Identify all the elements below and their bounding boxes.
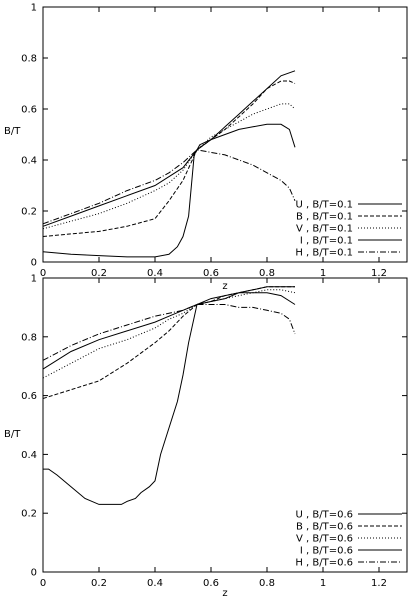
y-tick-label: 0 — [31, 568, 37, 579]
y-tick-label: 0.8 — [21, 332, 37, 343]
plot-frame — [42, 277, 408, 573]
legend-label: V , B/T=0.6 — [296, 534, 353, 545]
legend-label: B , B/T=0.1 — [296, 212, 353, 223]
y-tick-label: 0.4 — [21, 450, 37, 461]
series-line-solid — [42, 70, 296, 227]
x-axis-label: z — [222, 281, 227, 292]
series-line-dotted — [42, 289, 296, 379]
legend-label: U , B/T=0.6 — [296, 510, 353, 521]
x-tick-label: 1.2 — [371, 268, 387, 279]
series-line-dashdot — [42, 149, 296, 225]
y-tick-label: 0.2 — [21, 207, 37, 218]
x-tick-label: 0 — [40, 578, 46, 589]
x-tick-label: 1 — [320, 578, 326, 589]
y-axis-label: B/T — [4, 126, 21, 137]
x-tick-label: 1.2 — [371, 578, 387, 589]
y-tick-label: 1 — [31, 274, 37, 285]
y-tick-label: 0.6 — [21, 105, 37, 116]
x-tick-label: 0.2 — [91, 578, 107, 589]
x-tick-label: 0.6 — [203, 268, 219, 279]
chart-panel-bottom: 0 0.2 0.4 0.6 0.8 1 1.2 0 0.2 0.4 0.6 0.8 1 z B/T U , B… — [4, 274, 408, 599]
x-axis-label: z — [222, 588, 227, 599]
plot-frame — [42, 6, 408, 263]
series-line-solid — [42, 123, 296, 258]
legend-label: I , B/T=0.1 — [300, 236, 353, 247]
series-line-dashdot — [42, 304, 296, 361]
y-axis-label: B/T — [4, 429, 21, 440]
x-tick-label: 0.2 — [91, 268, 107, 279]
legend-label: V , B/T=0.1 — [296, 224, 353, 235]
x-tick-label: 1 — [320, 268, 326, 279]
series-line-dotted — [42, 103, 296, 230]
y-tick-label: 0.4 — [21, 156, 37, 167]
series-line-solid — [43, 292, 296, 505]
y-tick-label: 1 — [31, 3, 37, 14]
legend-label: I , B/T=0.6 — [300, 546, 353, 557]
x-tick-label: 0.4 — [147, 268, 163, 279]
legend-label: U , B/T=0.1 — [296, 200, 353, 211]
y-tick-label: 0.8 — [21, 54, 37, 65]
chart-panel-top: 0 0.2 0.4 0.6 0.8 1 1.2 0 0.2 0.4 0.6 0.8 1 z B/T U , B… — [4, 3, 408, 292]
y-tick-label: 0 — [31, 258, 37, 269]
legend-label: B , B/T=0.6 — [296, 522, 353, 533]
x-tick-label: 0 — [40, 268, 46, 279]
series-line-dashed — [42, 286, 295, 399]
x-tick-label: 0.4 — [147, 578, 163, 589]
x-tick-label: 0.8 — [259, 268, 275, 279]
x-tick-label: 0.8 — [259, 578, 275, 589]
legend-label: H , B/T=0.1 — [295, 248, 353, 259]
y-tick-label: 0.2 — [21, 509, 37, 520]
y-tick-label: 0.6 — [21, 391, 37, 402]
series-line-dashed — [42, 80, 296, 237]
x-tick-label: 0.6 — [203, 578, 219, 589]
legend-label: H , B/T=0.6 — [295, 558, 353, 569]
series-line-solid — [42, 286, 295, 370]
